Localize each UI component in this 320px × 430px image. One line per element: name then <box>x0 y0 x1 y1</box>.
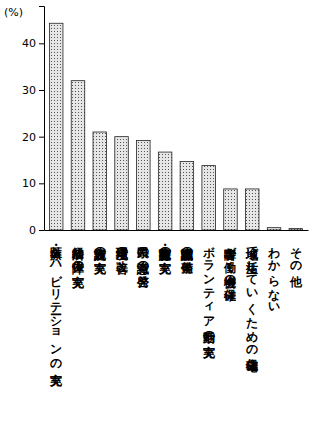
x-tick: 障害者が働く機会の確保 <box>223 230 237 302</box>
bar <box>289 229 303 230</box>
bar <box>49 23 63 230</box>
y-tick-label: 20 <box>22 131 36 144</box>
x-axis-line <box>45 230 309 231</box>
bars <box>49 23 302 230</box>
y-tick-label: 10 <box>22 177 36 190</box>
y-tick-label: 40 <box>22 37 36 50</box>
y-tick-mark <box>39 183 44 184</box>
x-tick: 医療・リハビリテーションの充実 <box>49 230 63 387</box>
x-tick: 経済的な保障の充実 <box>71 230 85 289</box>
bar <box>158 152 172 230</box>
bar <box>202 166 216 230</box>
x-axis: 医療・リハビリテーションの充実経済的な保障の充実入所施設の充実生活環境の改善県民… <box>45 230 309 387</box>
y-tick-mark <box>39 43 44 44</box>
y-tick-mark <box>39 230 44 231</box>
y-tick: 30 <box>22 84 44 97</box>
x-tick-label: わからない <box>267 238 281 311</box>
x-tick-label: ボランティア活動の充実 <box>202 238 216 359</box>
bar <box>224 189 238 230</box>
y-tick-label: 0 <box>29 224 36 237</box>
x-tick-label: 経済的な保障の充実 <box>71 238 85 289</box>
x-tick: 入所施設の充実 <box>93 230 107 275</box>
bar <box>93 132 107 230</box>
x-tick: 地域で生活していくための住宅確保 <box>245 230 259 373</box>
bar <box>267 228 281 230</box>
x-tick: 生活環境の改善 <box>115 230 129 276</box>
y-tick-mark <box>39 137 44 138</box>
chart: 0 10 20 30 40 医療・リハビリテーションの充実経済的な保障の充実入所施設の充実… <box>0 0 320 430</box>
bar <box>180 161 194 230</box>
y-tick: 0 <box>29 224 44 237</box>
x-tick: 職業訓練施設の整備 <box>180 230 194 274</box>
y-tick-mark <box>39 90 44 91</box>
x-tick-label: 地域で生活していくための住宅確保 <box>245 238 259 373</box>
bar <box>245 189 259 230</box>
x-tick-label: 生活環境の改善 <box>115 238 129 276</box>
x-tick: ボランティア活動の充実 <box>202 230 216 359</box>
bar <box>71 81 85 230</box>
y-axis: 0 10 20 30 40 <box>22 7 45 238</box>
y-tick: 40 <box>22 37 44 50</box>
x-tick-label: 職業訓練施設の整備 <box>180 238 194 274</box>
x-tick-label: 県民の意識の啓発 <box>136 238 150 289</box>
x-tick: わからない <box>267 230 281 311</box>
bar <box>115 137 129 230</box>
y-axis-line <box>39 7 45 231</box>
x-tick: その他 <box>289 230 303 288</box>
x-tick-label: 入所施設の充実 <box>93 238 107 275</box>
y-axis-title: (%) <box>4 6 23 19</box>
x-tick-label: その他 <box>289 238 303 288</box>
y-tick: 20 <box>22 131 44 144</box>
y-tick-label: 30 <box>22 84 36 97</box>
x-tick-label: 医療・リハビリテーションの充実 <box>49 238 63 387</box>
y-tick: 10 <box>22 177 44 190</box>
x-tick: 県民の意識の啓発 <box>136 230 150 289</box>
plot: 0 10 20 30 40 医療・リハビリテーションの充実経済的な保障の充実入所施設の充実… <box>22 7 309 388</box>
x-tick-label: 障害者が働く機会の確保 <box>223 238 237 302</box>
bar <box>137 140 151 230</box>
x-tick-label: 教育・療育施設の充実 <box>158 238 172 275</box>
x-tick: 教育・療育施設の充実 <box>158 230 172 275</box>
